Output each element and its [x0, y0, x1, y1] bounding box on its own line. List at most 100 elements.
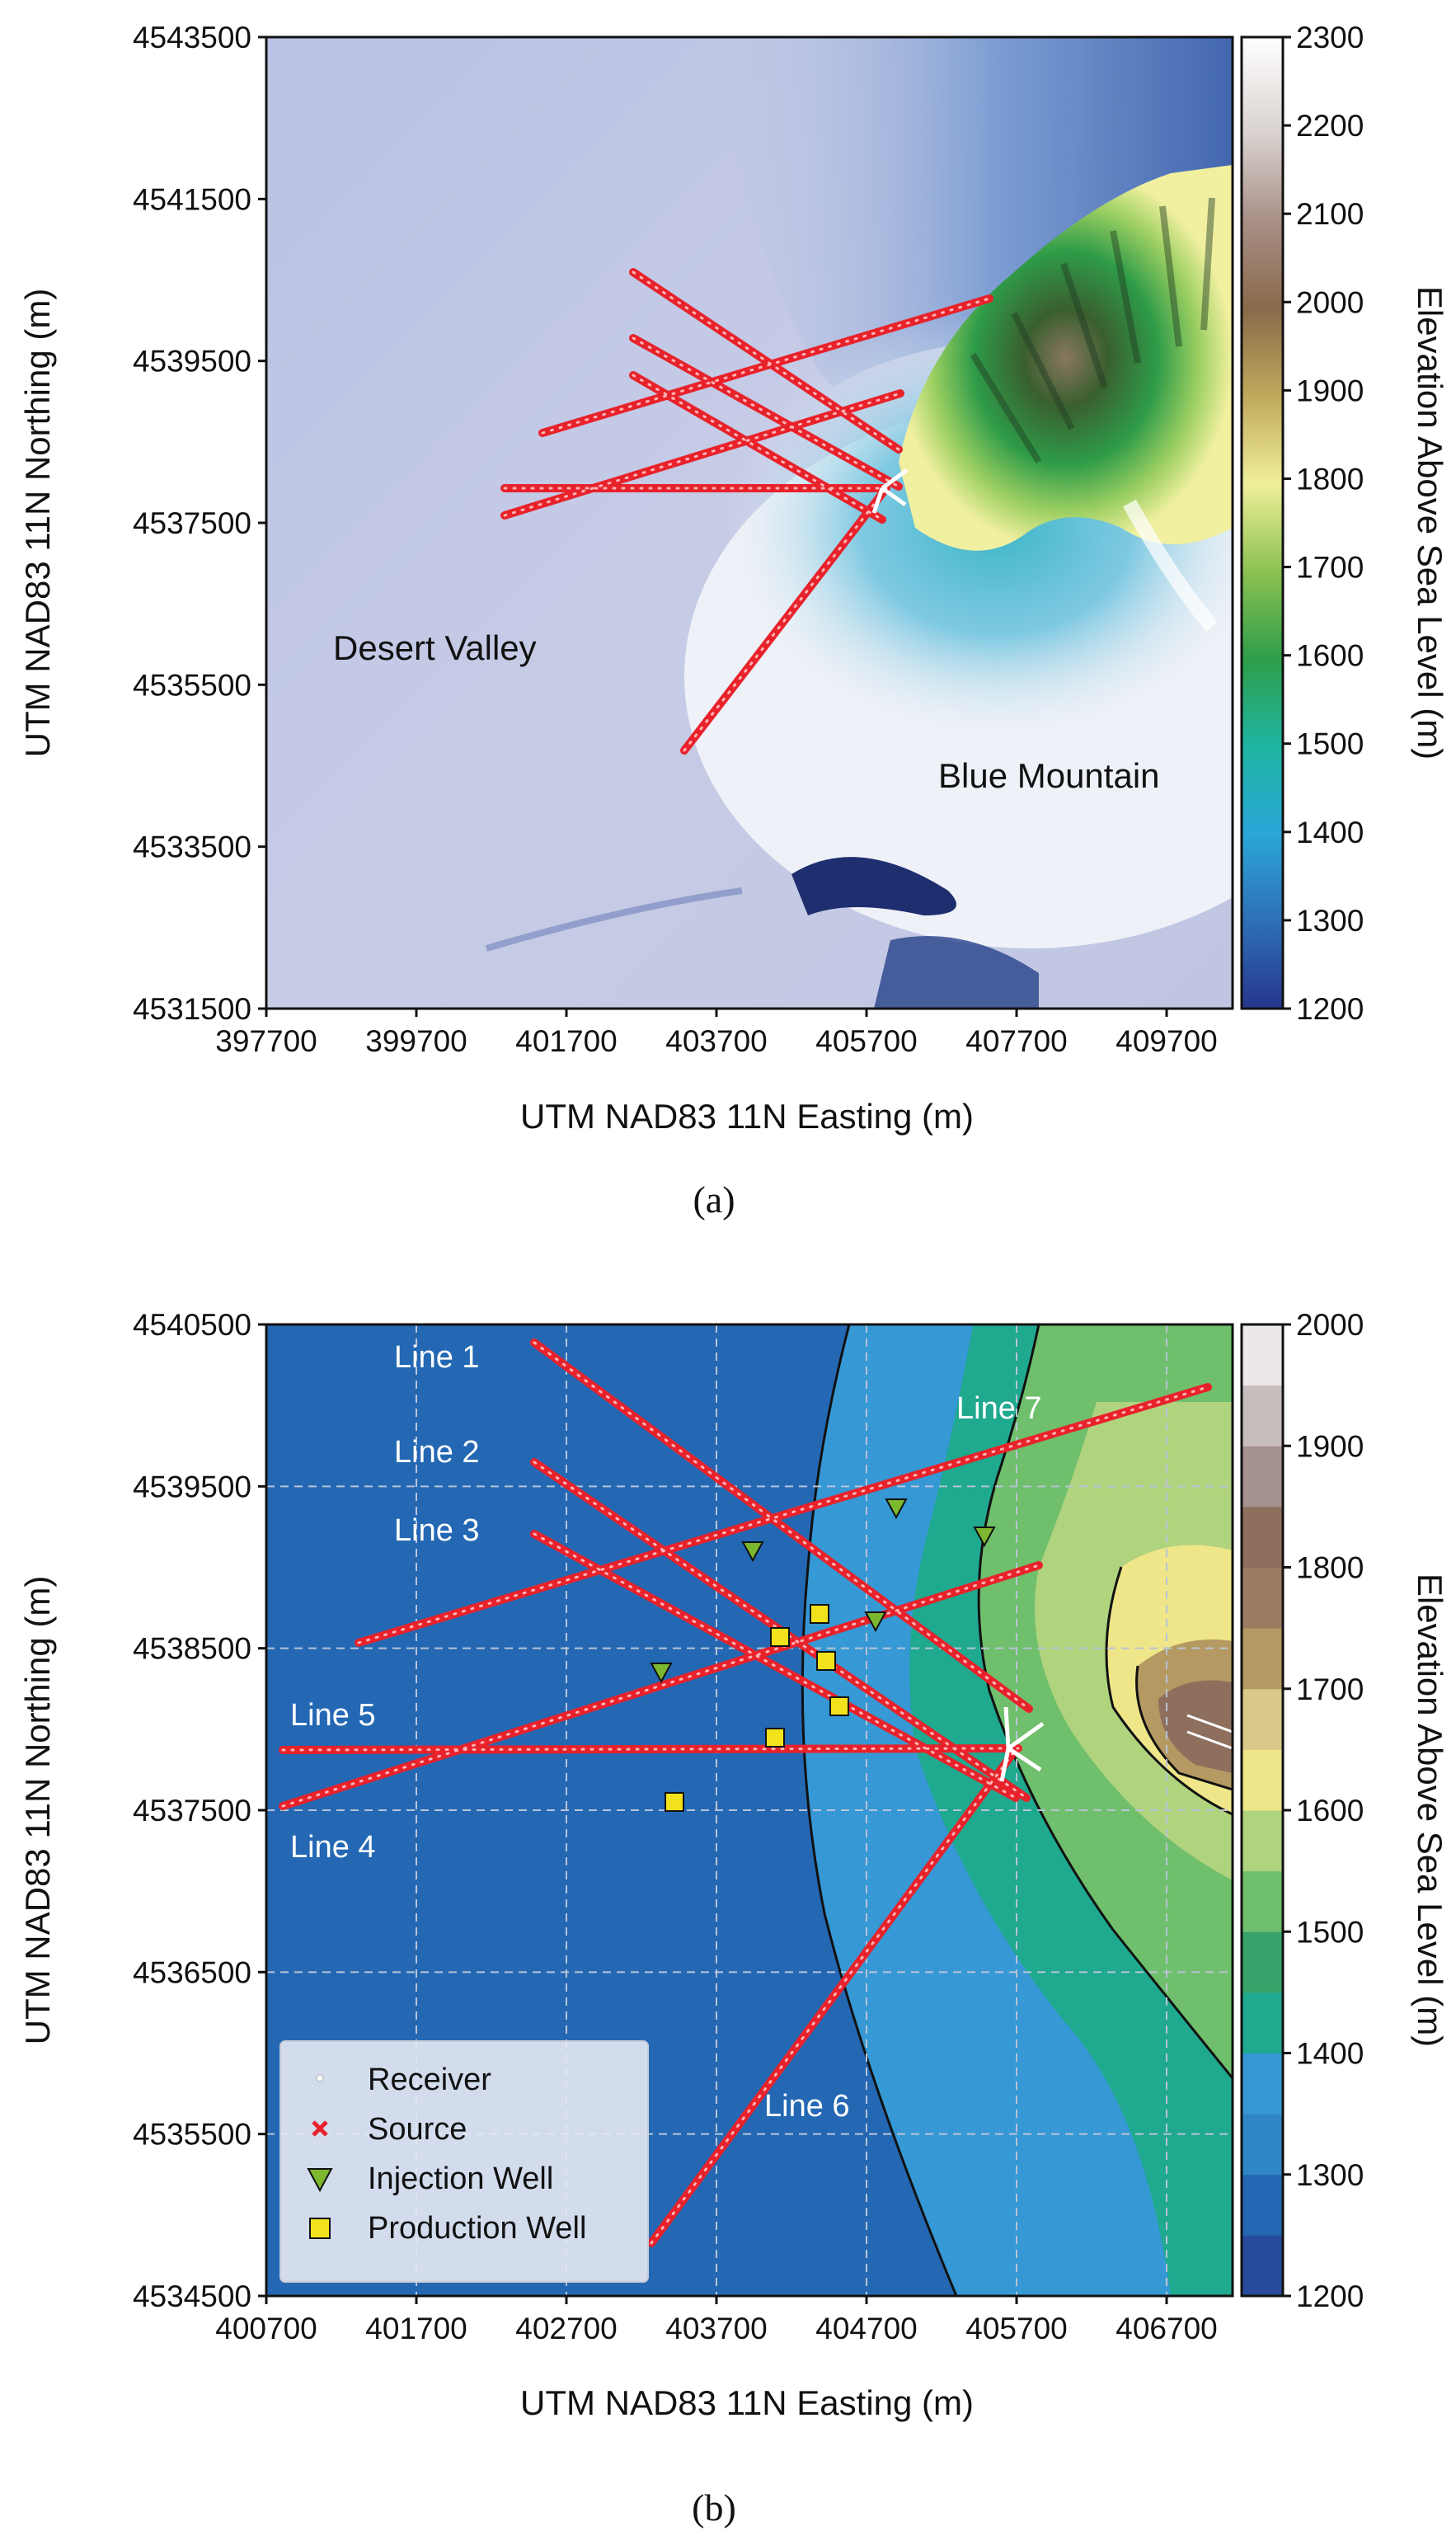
colorbar-tick-label: 2100	[1296, 197, 1364, 231]
colorbar-band	[1242, 2235, 1283, 2297]
colorbar-tick-label: 1300	[1296, 904, 1364, 938]
colorbar-tick-label: 1900	[1296, 374, 1364, 407]
x-tick-label: 401700	[515, 1024, 617, 1058]
production-well	[816, 1651, 836, 1671]
y-tick-label: 4533500	[133, 830, 251, 864]
source-points	[357, 1385, 1209, 1644]
colorbar-tick-label: 1600	[1296, 639, 1364, 673]
peak-highlight	[1186, 1714, 1233, 1750]
legend-box	[279, 2040, 649, 2283]
production-well	[665, 1792, 684, 1812]
y-tick-label: 4539500	[133, 1470, 251, 1503]
y-axis-label-b: UTM NAD83 11N Northing (m)	[18, 1576, 57, 2045]
colorbar-tick-label: 1500	[1296, 727, 1364, 761]
colorbar-band	[1242, 2114, 1283, 2176]
source-points	[533, 1461, 1028, 1799]
survey-line-5	[279, 1744, 1022, 1754]
colorbar-band	[1242, 1870, 1283, 1932]
injection-marker	[307, 2168, 333, 2193]
x-tick-label: 397700	[215, 1024, 317, 1058]
colorbar-tick-label: 1700	[1296, 551, 1364, 585]
colorbar-band	[1242, 1567, 1283, 1629]
colorbar-band	[1242, 1688, 1283, 1750]
colorbar-tick-label: 1400	[1296, 816, 1364, 849]
production-well	[810, 1604, 829, 1624]
y-axis-label-a: UTM NAD83 11N Northing (m)	[18, 289, 57, 758]
desert-valley-label: Desert Valley	[333, 628, 537, 667]
x-tick-label: 407700	[965, 1024, 1067, 1058]
colorbar-tick-label: 1800	[1296, 1551, 1364, 1585]
mountain-ridges	[970, 197, 1215, 464]
source-points	[632, 336, 900, 488]
y-tick-label: 4543500	[133, 21, 251, 54]
wells-b	[650, 1498, 996, 1812]
source-points	[541, 297, 991, 435]
blue-mountain-label: Blue Mountain	[938, 756, 1160, 795]
legend-injection: Injection Well	[368, 2162, 553, 2196]
colorbar-tick-label: 1400	[1296, 2037, 1364, 2071]
colorbar-band	[1242, 1810, 1283, 1872]
elevation-peak	[1158, 1680, 1233, 1773]
x-axis-label-a: UTM NAD83 11N Easting (m)	[520, 1097, 974, 1136]
source-points	[533, 1532, 1017, 1799]
injection-well	[885, 1498, 908, 1520]
y-tick-label: 4534500	[133, 2279, 251, 2313]
colorbar-tick-label: 2000	[1296, 1308, 1364, 1342]
legend-source: Source	[368, 2112, 467, 2147]
y-tick-label: 4540500	[133, 1308, 251, 1342]
colorbar-band	[1242, 1385, 1283, 1447]
x-ticks-a: 397700 399700 401700 403700 405700 407700 4097…	[215, 1009, 1218, 1058]
x-tick-label: 401700	[365, 2312, 467, 2345]
receiver-marks-a	[871, 468, 909, 514]
colorbar-ticks-b: 2000 1900 1800 1700 1600 1500 1400 1300 1200	[1283, 1308, 1364, 2313]
source-points	[650, 1747, 1018, 2245]
y-tick-label: 4537500	[133, 506, 251, 540]
caption-b: (b)	[692, 2486, 736, 2529]
blue-mountain-peak	[899, 165, 1233, 551]
source-marker	[312, 2120, 328, 2137]
survey-lines-a	[500, 268, 993, 755]
injection-well	[973, 1527, 996, 1548]
y-tick-label: 4535500	[133, 668, 251, 702]
colorbar-tick-label: 1500	[1296, 1915, 1364, 1949]
contour-1300	[801, 1324, 958, 2296]
production-well	[765, 1728, 785, 1748]
source-points	[533, 1341, 1031, 1710]
colorbar-band	[1242, 1749, 1283, 1811]
colorbar-tick-label: 1200	[1296, 2279, 1364, 2313]
y-tick-label: 4535500	[133, 2118, 251, 2152]
colorbar-b	[1242, 1324, 1283, 2297]
y-ticks-b: 4540500 4539500 4538500 4537500 4536500 45355…	[133, 1308, 266, 2313]
line-3-label: Line 3	[394, 1513, 480, 1548]
colorbar-tick-label: 1300	[1296, 2158, 1364, 2192]
source-points	[632, 374, 884, 521]
survey-lines-b	[279, 1338, 1212, 2247]
contour-1700	[1105, 1566, 1233, 1816]
caption-a: (a)	[693, 1178, 735, 1221]
injection-well	[650, 1663, 673, 1684]
source-points	[632, 270, 900, 451]
y-tick-label: 4531500	[133, 992, 251, 1026]
colorbar-band	[1242, 1931, 1283, 1993]
colorbar-band	[1242, 1446, 1283, 1508]
colorbar-a	[1240, 35, 1285, 1010]
injection-well	[864, 1611, 887, 1633]
x-ticks-b: 400700 401700 402700 403700 404700 405700 4067…	[215, 2296, 1218, 2345]
legend-receiver: Receiver	[368, 2063, 491, 2097]
x-tick-label: 406700	[1115, 2312, 1217, 2345]
colorbar-band	[1242, 1324, 1283, 1386]
contour-1800	[1135, 1665, 1233, 1791]
colorbar-band	[1242, 1992, 1283, 2053]
line-7-label: Line 7	[956, 1391, 1042, 1426]
small-hill-dark	[791, 857, 956, 915]
colorbar-band	[1242, 2174, 1283, 2236]
x-tick-label: 399700	[365, 1024, 467, 1058]
x-tick-label: 409700	[1115, 1024, 1217, 1058]
y-tick-label: 4541500	[133, 182, 251, 216]
x-tick-label: 403700	[665, 2312, 767, 2345]
colorbar-tick-label: 2200	[1296, 109, 1364, 143]
source-points	[281, 1564, 1040, 1808]
colorbar-tick-label: 1600	[1296, 1794, 1364, 1828]
colorbar-tick-label: 2000	[1296, 285, 1364, 319]
